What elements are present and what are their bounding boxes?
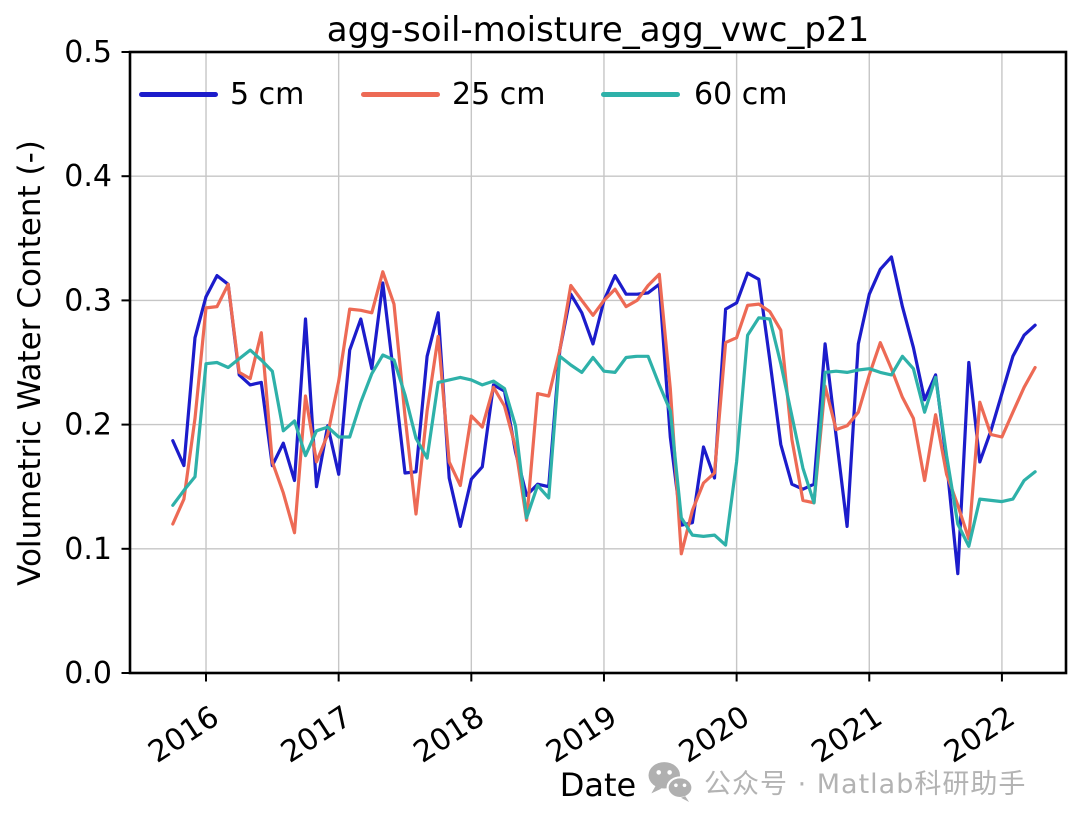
chart-title: agg-soil-moisture_agg_vwc_p21 [326,10,870,50]
y-tick-label: 0.0 [64,656,112,691]
legend-label-5cm: 5 cm [230,77,305,112]
series-line-25cm [171,270,1037,556]
x-tick-label: 2019 [540,699,623,770]
x-axis-label: Date [559,766,637,804]
legend-line-25cm [361,92,440,97]
legend-line-60cm [601,92,680,97]
y-tick-label: 0.2 [64,408,112,443]
legend-label-60cm: 60 cm [694,77,788,112]
y-tick-label: 0.1 [64,532,112,567]
watermark-text: 公众号 · Matlab科研助手 [704,768,1027,800]
x-tick-label: 2018 [408,699,491,770]
legend-line-5cm [139,92,218,97]
series-line-60cm [171,316,1037,548]
x-tick-label: 2017 [275,699,358,770]
y-tick-label: 0.5 [64,35,112,70]
y-tick-label: 0.4 [64,159,112,194]
y-tick-label: 0.3 [64,283,112,318]
watermark: 公众号 · Matlab科研助手 [646,760,1026,802]
legend-label-25cm: 25 cm [452,77,546,112]
x-tick-label: 2016 [142,699,225,770]
axes-spines [128,50,1068,675]
wechat-icon [648,762,694,802]
